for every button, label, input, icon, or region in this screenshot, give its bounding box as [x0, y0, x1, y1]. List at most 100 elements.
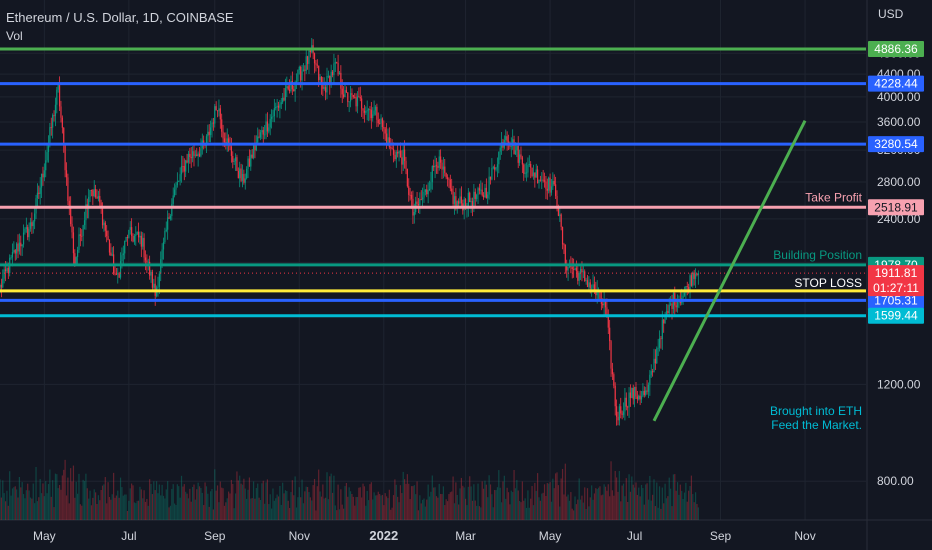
- candle-body: [46, 152, 48, 161]
- volume-bar: [420, 503, 422, 520]
- volume-bar: [538, 497, 540, 520]
- candle-body: [675, 305, 677, 308]
- level-3-tag-label[interactable]: 2518.91: [874, 200, 918, 214]
- volume-bar: [45, 481, 47, 520]
- level-2-tag-label[interactable]: 3280.54: [874, 137, 918, 151]
- volume-bar: [509, 504, 511, 520]
- volume-bar: [268, 504, 270, 520]
- candle-body: [81, 235, 83, 237]
- price-axis[interactable]: 800.001200.001600.002000.002400.002800.0…: [868, 41, 924, 488]
- bar-countdown-label[interactable]: 01:27:11: [873, 281, 919, 295]
- volume-bar: [463, 487, 465, 520]
- trendline[interactable]: [652, 119, 807, 422]
- candle-body: [614, 385, 616, 407]
- time-axis[interactable]: May Jul Sep Nov 2022 Mar May Jul Sep Nov: [33, 528, 816, 543]
- candle-body: [390, 147, 392, 149]
- candle-body: [697, 273, 699, 276]
- volume-bar: [401, 493, 403, 520]
- volume-bar: [11, 488, 14, 520]
- candle-body: [208, 131, 210, 135]
- volume-bar: [54, 473, 57, 520]
- candle-body: [650, 371, 652, 375]
- volume-bar: [131, 483, 133, 520]
- candle-body: [250, 154, 252, 167]
- candle-body: [609, 327, 611, 342]
- candle-body: [370, 109, 372, 119]
- volume-bar: [68, 503, 70, 520]
- volume-bar: [652, 494, 654, 520]
- symbol-title[interactable]: Ethereum / U.S. Dollar, 1D, COINBASE: [6, 10, 234, 25]
- candle-body: [602, 303, 604, 306]
- level-0-tag-label[interactable]: 4886.36: [874, 42, 918, 56]
- volume-bar: [354, 505, 356, 520]
- level-1-tag-bg[interactable]: [868, 75, 924, 92]
- volume-bar: [9, 471, 11, 520]
- volume-bar: [272, 488, 274, 520]
- current-price-tag-bg[interactable]: [868, 265, 924, 297]
- volume-bar: [657, 507, 659, 520]
- level-7-tag-bg[interactable]: [868, 307, 924, 324]
- level-0-tag-bg[interactable]: [868, 41, 924, 58]
- candle-body: [333, 63, 335, 76]
- candle-body: [388, 137, 390, 148]
- candle-body: [643, 390, 645, 395]
- volume-bar: [119, 477, 122, 520]
- candle-body: [481, 189, 483, 196]
- candle-body: [28, 228, 30, 238]
- price-tick-label: 800.00: [877, 474, 914, 488]
- candle-body: [107, 236, 109, 240]
- candle-body: [663, 319, 665, 324]
- current-price-tag-label[interactable]: 1911.81: [875, 266, 918, 280]
- candle-body: [423, 191, 425, 198]
- candle-body: [258, 136, 260, 138]
- volume-bar: [154, 490, 156, 520]
- level-2-tag-bg[interactable]: [868, 136, 924, 153]
- volume-bar: [165, 489, 167, 520]
- candle-body: [480, 189, 482, 191]
- level-1-tag-label[interactable]: 4228.44: [874, 77, 918, 91]
- volume-indicator-label[interactable]: Vol: [6, 29, 23, 43]
- volume-bar: [688, 490, 690, 520]
- level-6-tag-label[interactable]: 1705.31: [874, 293, 918, 307]
- level-6-tag-bg[interactable]: [868, 292, 924, 309]
- volume-bar: [327, 499, 329, 520]
- candle-body: [24, 228, 26, 233]
- volume-bar: [369, 484, 371, 520]
- volume-bar: [694, 492, 697, 520]
- horizontal-levels[interactable]: [0, 47, 866, 318]
- volume-bar: [696, 503, 698, 520]
- volume-bar: [422, 499, 424, 520]
- volume-bar: [333, 475, 335, 520]
- volume-bar: [222, 488, 224, 520]
- volume-bar: [362, 483, 364, 520]
- candle-body: [455, 196, 457, 207]
- candle-body: [82, 225, 84, 236]
- volume-bar: [546, 483, 548, 520]
- candle-body: [359, 96, 361, 99]
- volume-bar: [527, 490, 529, 520]
- trendline-layer[interactable]: [652, 119, 807, 422]
- volume-bar: [640, 484, 643, 520]
- candle-body: [58, 82, 61, 107]
- volume-bar: [449, 492, 451, 520]
- volume-bar: [471, 500, 474, 520]
- level-3-tag-bg[interactable]: [868, 199, 924, 216]
- candle-body: [320, 76, 323, 85]
- candle-body: [482, 195, 485, 198]
- candle-body: [343, 94, 345, 98]
- candle-body: [606, 307, 608, 315]
- volume-bar: [122, 495, 124, 520]
- volume-bar: [610, 461, 612, 520]
- volume-bar: [136, 500, 138, 520]
- volume-bar: [262, 480, 264, 520]
- volume-bar: [90, 505, 93, 520]
- candle-body: [22, 232, 25, 245]
- volume-bar: [664, 483, 666, 520]
- volume-bar: [589, 497, 591, 520]
- candle-body: [363, 110, 366, 113]
- volume-bar: [434, 487, 436, 520]
- level-7-tag-label[interactable]: 1599.44: [874, 309, 918, 323]
- candle-body: [164, 230, 166, 243]
- volume-bar: [180, 475, 183, 520]
